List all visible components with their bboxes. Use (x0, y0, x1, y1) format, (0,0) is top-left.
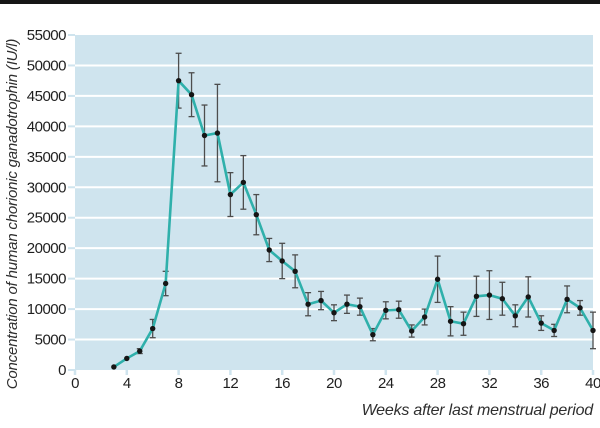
y-axis-title: Concentration of human chorionic ganadot… (4, 38, 21, 390)
data-point (240, 179, 247, 186)
data-point (150, 325, 156, 332)
data-point (227, 191, 234, 198)
data-point (344, 301, 350, 307)
data-point (409, 328, 415, 334)
data-point (577, 305, 583, 311)
y-tick-label: 45000 (27, 88, 66, 105)
data-point (279, 258, 285, 264)
data-point (590, 327, 596, 334)
data-point (188, 91, 195, 98)
x-tick-label: 16 (274, 375, 290, 392)
data-point (447, 318, 454, 324)
data-point (396, 307, 402, 313)
y-tick-label: 55000 (27, 27, 66, 44)
x-tick-label: 4 (123, 375, 131, 392)
data-point (305, 301, 311, 307)
data-point (525, 294, 531, 300)
data-point (538, 320, 544, 326)
x-tick-label: 40 (585, 375, 600, 392)
data-point (137, 348, 143, 354)
data-point (564, 296, 570, 303)
data-point (460, 321, 467, 327)
x-tick-label: 36 (533, 375, 549, 392)
data-point (331, 310, 337, 316)
y-tick-label: 25000 (27, 210, 66, 227)
x-tick-label: 20 (326, 375, 342, 392)
x-tick-label: 0 (71, 375, 79, 392)
data-point (201, 132, 208, 139)
x-tick-label: 8 (175, 375, 183, 392)
data-point (253, 211, 259, 218)
x-tick-label: 12 (223, 375, 239, 392)
y-tick-label: 40000 (27, 118, 66, 135)
x-tick-label: 28 (430, 375, 446, 392)
y-tick-label: 30000 (27, 179, 66, 196)
data-point (357, 303, 363, 310)
y-tick-label: 50000 (27, 57, 66, 74)
data-point (162, 280, 169, 287)
data-point (292, 268, 298, 275)
y-tick-label: 15000 (27, 271, 66, 288)
y-tick-label: 5000 (35, 332, 67, 349)
data-point (318, 297, 324, 304)
data-point (551, 327, 557, 334)
data-point (499, 296, 506, 302)
data-point (214, 130, 221, 136)
data-point (266, 247, 272, 253)
data-point (111, 364, 117, 370)
data-point (421, 314, 428, 320)
x-tick-label: 24 (378, 375, 394, 392)
hcg-line (112, 79, 595, 369)
data-point (370, 331, 376, 338)
data-point (124, 355, 130, 362)
y-tick-label: 10000 (27, 301, 66, 318)
top-rule (0, 0, 600, 4)
y-tick-label: 0 (58, 362, 66, 379)
data-point (434, 276, 441, 282)
y-tick-label: 20000 (27, 240, 66, 257)
x-tick-label: 32 (482, 375, 498, 392)
data-point (512, 313, 518, 319)
data-point (383, 307, 389, 314)
x-axis-title: Weeks after last menstrual period (361, 402, 594, 419)
data-point (486, 292, 493, 298)
data-point (473, 293, 480, 299)
data-point (175, 77, 182, 84)
y-tick-label: 35000 (27, 149, 66, 166)
